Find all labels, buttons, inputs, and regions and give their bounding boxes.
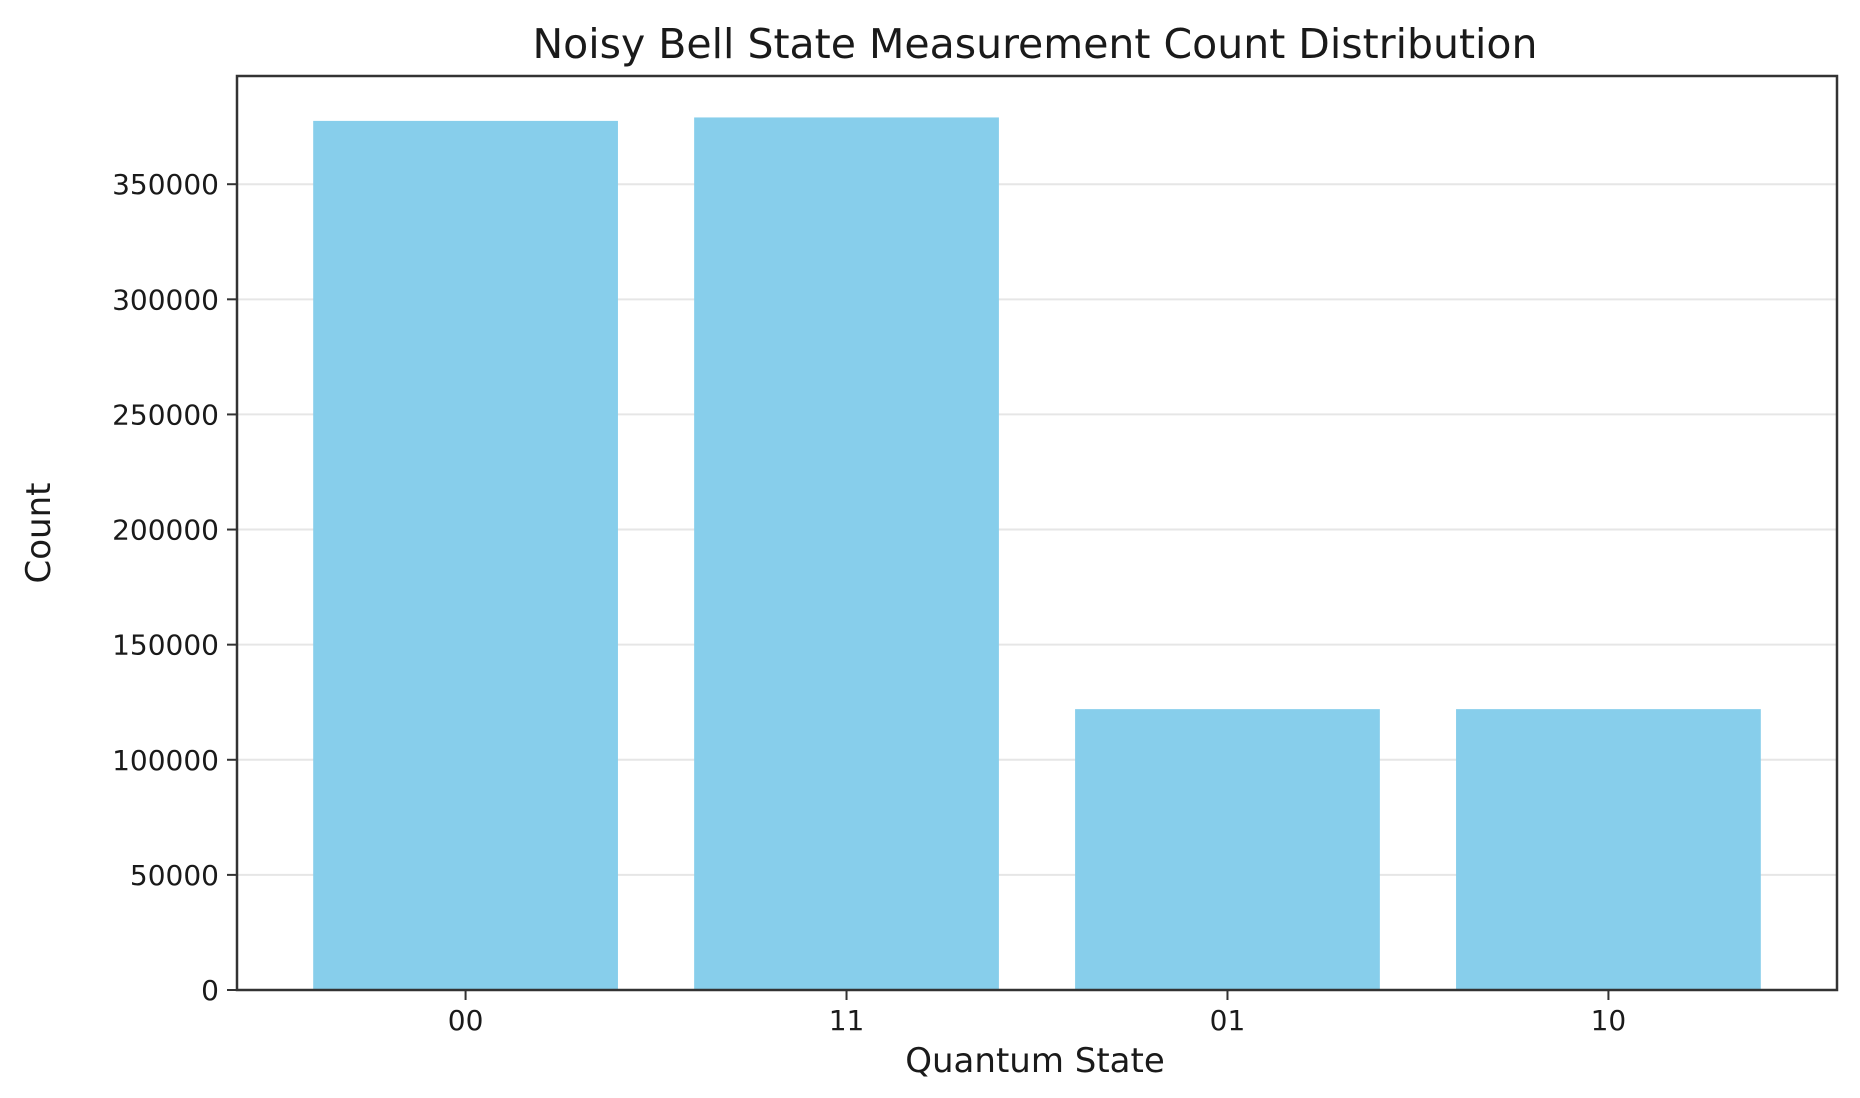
bar-11	[694, 117, 999, 991]
y-tick-label: 0	[201, 974, 219, 1007]
y-tick-label: 200000	[112, 514, 219, 547]
y-tick-label: 350000	[112, 168, 219, 201]
bar-00	[313, 120, 618, 990]
x-tick-label: 10	[1591, 1004, 1627, 1037]
x-tick-label: 11	[829, 1004, 865, 1037]
y-axis-ticks: 0 50000 100000 150000 200000 250000 300000 3500…	[112, 168, 237, 1007]
y-tick-label: 50000	[130, 859, 219, 892]
chart-title: Noisy Bell State Measurement Count Distr…	[532, 20, 1537, 68]
y-tick-label: 150000	[112, 629, 219, 662]
x-tick-label: 00	[448, 1004, 484, 1037]
y-tick-label: 300000	[112, 283, 219, 316]
x-axis-label: Quantum State	[905, 1041, 1165, 1081]
y-axis-label: Count	[19, 483, 59, 584]
x-tick-label: 01	[1210, 1004, 1246, 1037]
bar-01	[1075, 709, 1380, 990]
x-axis-ticks: 00 11 01 10	[448, 990, 1626, 1037]
y-tick-label: 100000	[112, 744, 219, 777]
y-tick-label: 250000	[112, 398, 219, 431]
bars	[313, 117, 1761, 991]
bar-10	[1456, 709, 1761, 990]
plot-frame	[235, 74, 1839, 992]
